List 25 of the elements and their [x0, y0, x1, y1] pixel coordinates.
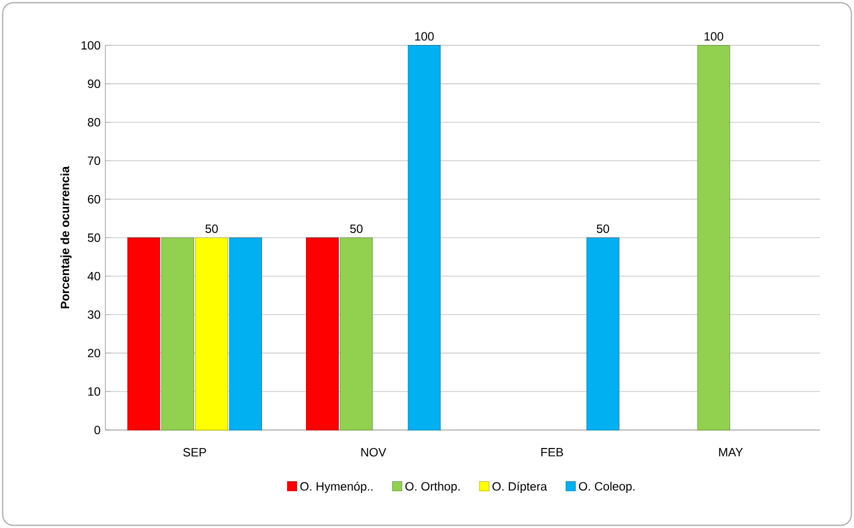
data-label: 50 [350, 224, 363, 233]
y-tick-label: 50 [88, 233, 100, 242]
y-tick-label: 30 [88, 310, 100, 319]
y-tick-label: 100 [82, 41, 100, 50]
x-tick-label: MAY [719, 448, 743, 456]
x-tick-label: NOV [361, 448, 386, 456]
y-tick-label: 60 [88, 194, 100, 204]
y-axis-title: Porcentaje de ocurrencia [60, 166, 72, 308]
y-tick-label: 10 [88, 387, 100, 396]
legend-label: O. Díptera [492, 482, 548, 494]
data-label: 100 [415, 32, 434, 41]
legend-label: O. Orthop. [405, 482, 460, 493]
legend-label: O. Coleop. [578, 482, 634, 493]
data-label: 100 [704, 32, 724, 41]
data-label: 50 [596, 224, 610, 233]
y-tick-label: 70 [88, 156, 100, 165]
legend-label: O. Hymenóp.. [300, 482, 372, 494]
y-tick-label: 20 [88, 348, 100, 358]
x-tick-label: SEP [183, 448, 206, 456]
y-tick-label: 90 [88, 80, 100, 88]
y-tick-label: 80 [88, 118, 100, 127]
y-tick-label: 0 [94, 426, 100, 434]
x-tick-label: FEB [541, 448, 564, 456]
data-label: 50 [205, 224, 218, 233]
y-tick-label: 40 [88, 272, 100, 280]
